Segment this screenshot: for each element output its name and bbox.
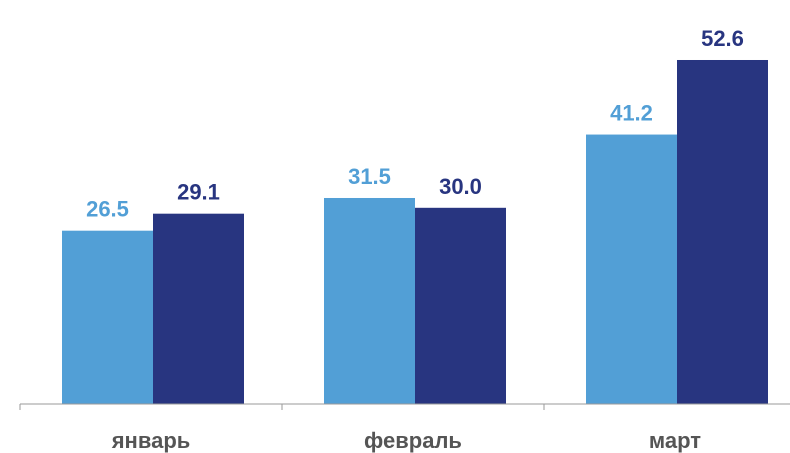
value-label-series-1-2: 41.2 bbox=[610, 101, 653, 126]
bar-series-2-0 bbox=[153, 213, 244, 404]
bars-layer bbox=[62, 59, 768, 404]
value-label-series-1-0: 26.5 bbox=[86, 197, 129, 222]
value-label-series-2-1: 30.0 bbox=[439, 174, 482, 199]
value-label-series-2-0: 29.1 bbox=[177, 180, 220, 205]
x-tick-label-2: март bbox=[649, 428, 701, 453]
x-axis-ticks bbox=[19, 404, 545, 410]
x-tick-label-0: январь bbox=[111, 428, 191, 453]
bar-series-1-0 bbox=[62, 230, 153, 404]
value-label-series-2-2: 52.6 bbox=[701, 26, 744, 51]
bar-series-1-1 bbox=[324, 197, 415, 404]
bar-series-2-1 bbox=[415, 207, 506, 404]
x-tick-label-1: февраль bbox=[364, 428, 462, 453]
bar-series-2-2 bbox=[677, 59, 768, 404]
value-label-series-1-1: 31.5 bbox=[348, 164, 391, 189]
value-labels-layer: 26.5 29.1 31.5 30.0 41.2 52.6 bbox=[86, 26, 744, 222]
x-axis-tick-labels: январь февраль март bbox=[111, 428, 702, 453]
bar-series-1-2 bbox=[586, 134, 677, 404]
